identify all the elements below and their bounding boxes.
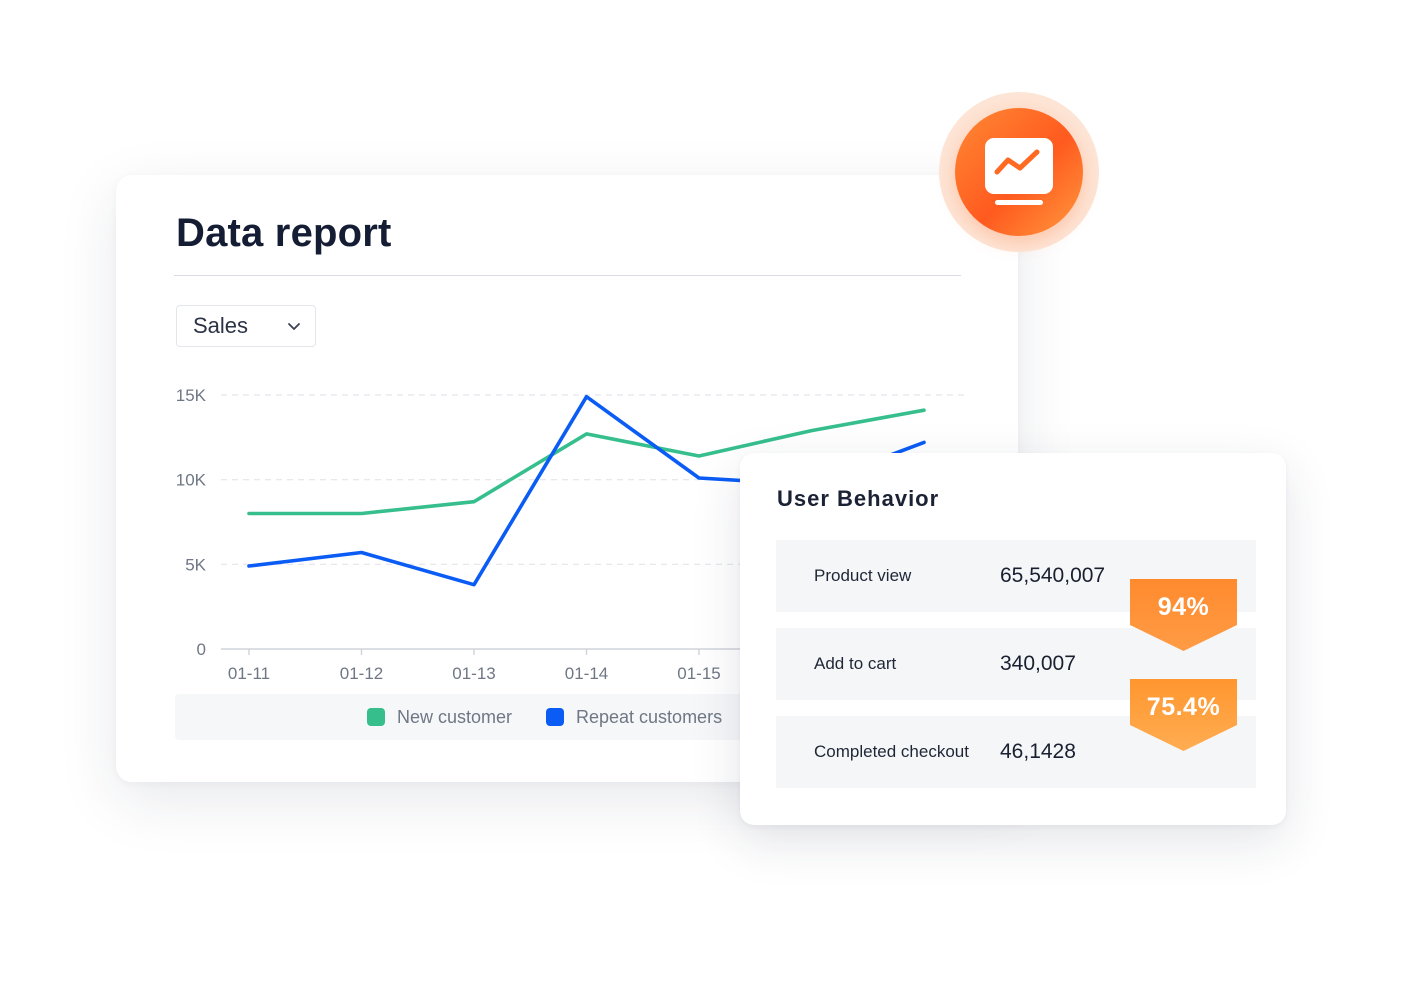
legend-label-repeat-customers: Repeat customers (576, 706, 723, 727)
x-tick-label: 01-15 (677, 664, 720, 683)
user-behavior-card: User Behavior Product view 65,540,007 Ad… (740, 453, 1286, 825)
legend-swatch-repeat-customers (546, 708, 564, 726)
y-tick-label: 0 (197, 640, 206, 659)
behavior-title: User Behavior (777, 486, 940, 511)
metric-select[interactable]: Sales (176, 305, 316, 347)
legend-swatch-new-customer (367, 708, 385, 726)
y-tick-label: 5K (185, 555, 206, 574)
x-tick-label: 01-12 (340, 664, 383, 683)
legend-item-new-customer[interactable]: New customer (367, 694, 512, 740)
x-tick-label: 01-11 (228, 664, 270, 683)
trend-monitor-badge (955, 108, 1083, 236)
row-label: Add to cart (814, 654, 897, 673)
row-label: Completed checkout (814, 742, 969, 761)
legend-item-repeat-customers[interactable]: Repeat customers (546, 694, 722, 740)
conversion-rate-value: 75.4% (1146, 692, 1221, 721)
legend-label-new-customer: New customer (397, 706, 513, 727)
series-line-new-customer (247, 408, 926, 516)
row-value: 46,1428 (1000, 740, 1076, 763)
report-title: Data report (176, 211, 392, 255)
y-tick-label: 10K (176, 471, 207, 490)
conversion-rate-badge: 94% (1130, 579, 1237, 651)
row-value: 340,007 (1000, 652, 1076, 675)
conversion-rate-value: 94% (1157, 592, 1210, 621)
x-tick-label: 01-14 (565, 664, 608, 683)
report-divider (174, 275, 961, 276)
metric-select-value: Sales (193, 313, 249, 338)
conversion-rate-badge: 75.4% (1130, 679, 1237, 751)
trend-monitor-icon (985, 138, 1053, 205)
chevron-down-icon (288, 323, 300, 330)
x-tick-label: 01-13 (452, 664, 495, 683)
y-tick-label: 15K (176, 386, 207, 405)
row-value: 65,540,007 (1000, 564, 1106, 587)
row-label: Product view (814, 566, 912, 585)
